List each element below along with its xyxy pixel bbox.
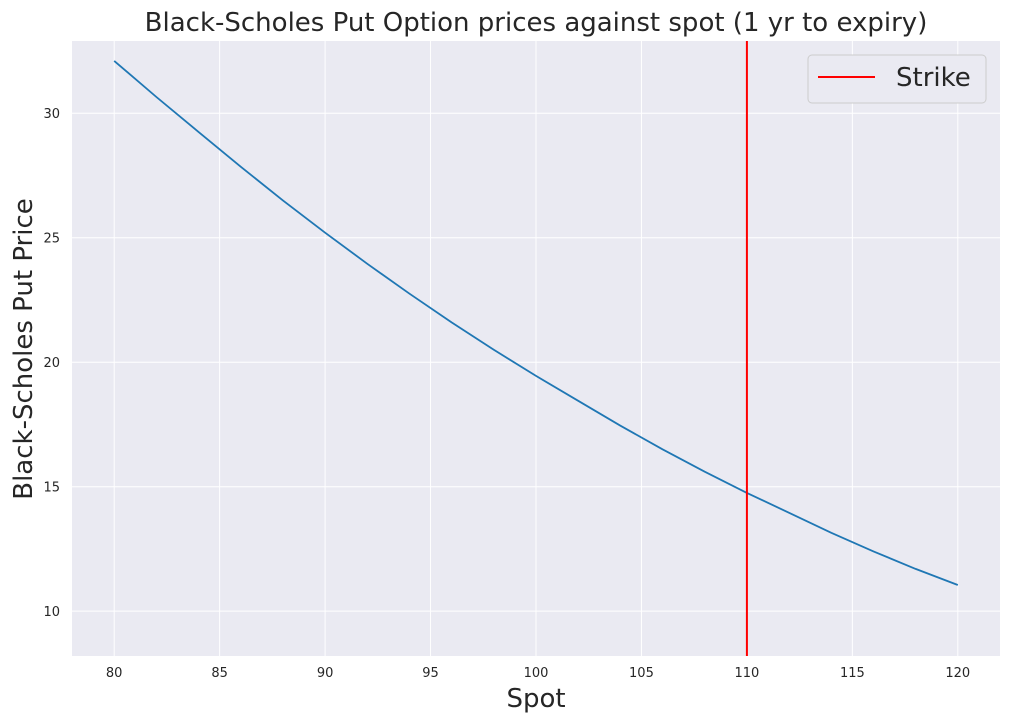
x-tick-label: 120 [945, 666, 970, 681]
chart-title: Black-Scholes Put Option prices against … [145, 8, 928, 38]
y-tick-label: 25 [43, 232, 60, 247]
x-tick-label: 95 [422, 666, 439, 681]
legend-label-strike: Strike [896, 63, 971, 93]
x-tick-label: 85 [211, 666, 228, 681]
y-axis-label: Black-Scholes Put Price [9, 198, 39, 500]
x-tick-label: 110 [734, 666, 759, 681]
x-tick-label: 100 [524, 666, 549, 681]
x-tick-label: 105 [629, 666, 654, 681]
y-tick-label: 30 [43, 107, 60, 122]
y-tick-label: 20 [43, 356, 60, 371]
y-tick-label: 15 [43, 481, 60, 496]
legend: Strike [808, 55, 986, 103]
x-tick-label: 90 [317, 666, 334, 681]
x-tick-label: 80 [106, 666, 123, 681]
y-tick-label: 10 [43, 605, 60, 620]
x-tick-label: 115 [840, 666, 865, 681]
x-axis-label: Spot [506, 684, 565, 714]
